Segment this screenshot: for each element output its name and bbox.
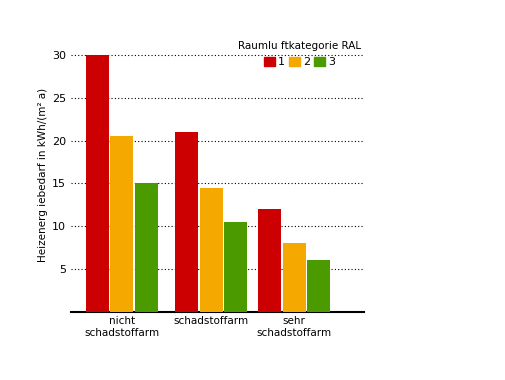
Bar bbox=[224, 222, 246, 312]
Bar bbox=[134, 184, 157, 312]
Y-axis label: Heizenerg iebedarf in kWh/(m² a): Heizenerg iebedarf in kWh/(m² a) bbox=[37, 88, 47, 262]
Bar bbox=[199, 188, 222, 312]
Bar bbox=[307, 260, 329, 312]
Legend: 1, 2, 3: 1, 2, 3 bbox=[235, 39, 363, 70]
Bar bbox=[110, 136, 133, 312]
Bar bbox=[175, 132, 198, 312]
Bar bbox=[258, 209, 281, 312]
Bar bbox=[282, 243, 305, 312]
Bar bbox=[86, 55, 109, 312]
